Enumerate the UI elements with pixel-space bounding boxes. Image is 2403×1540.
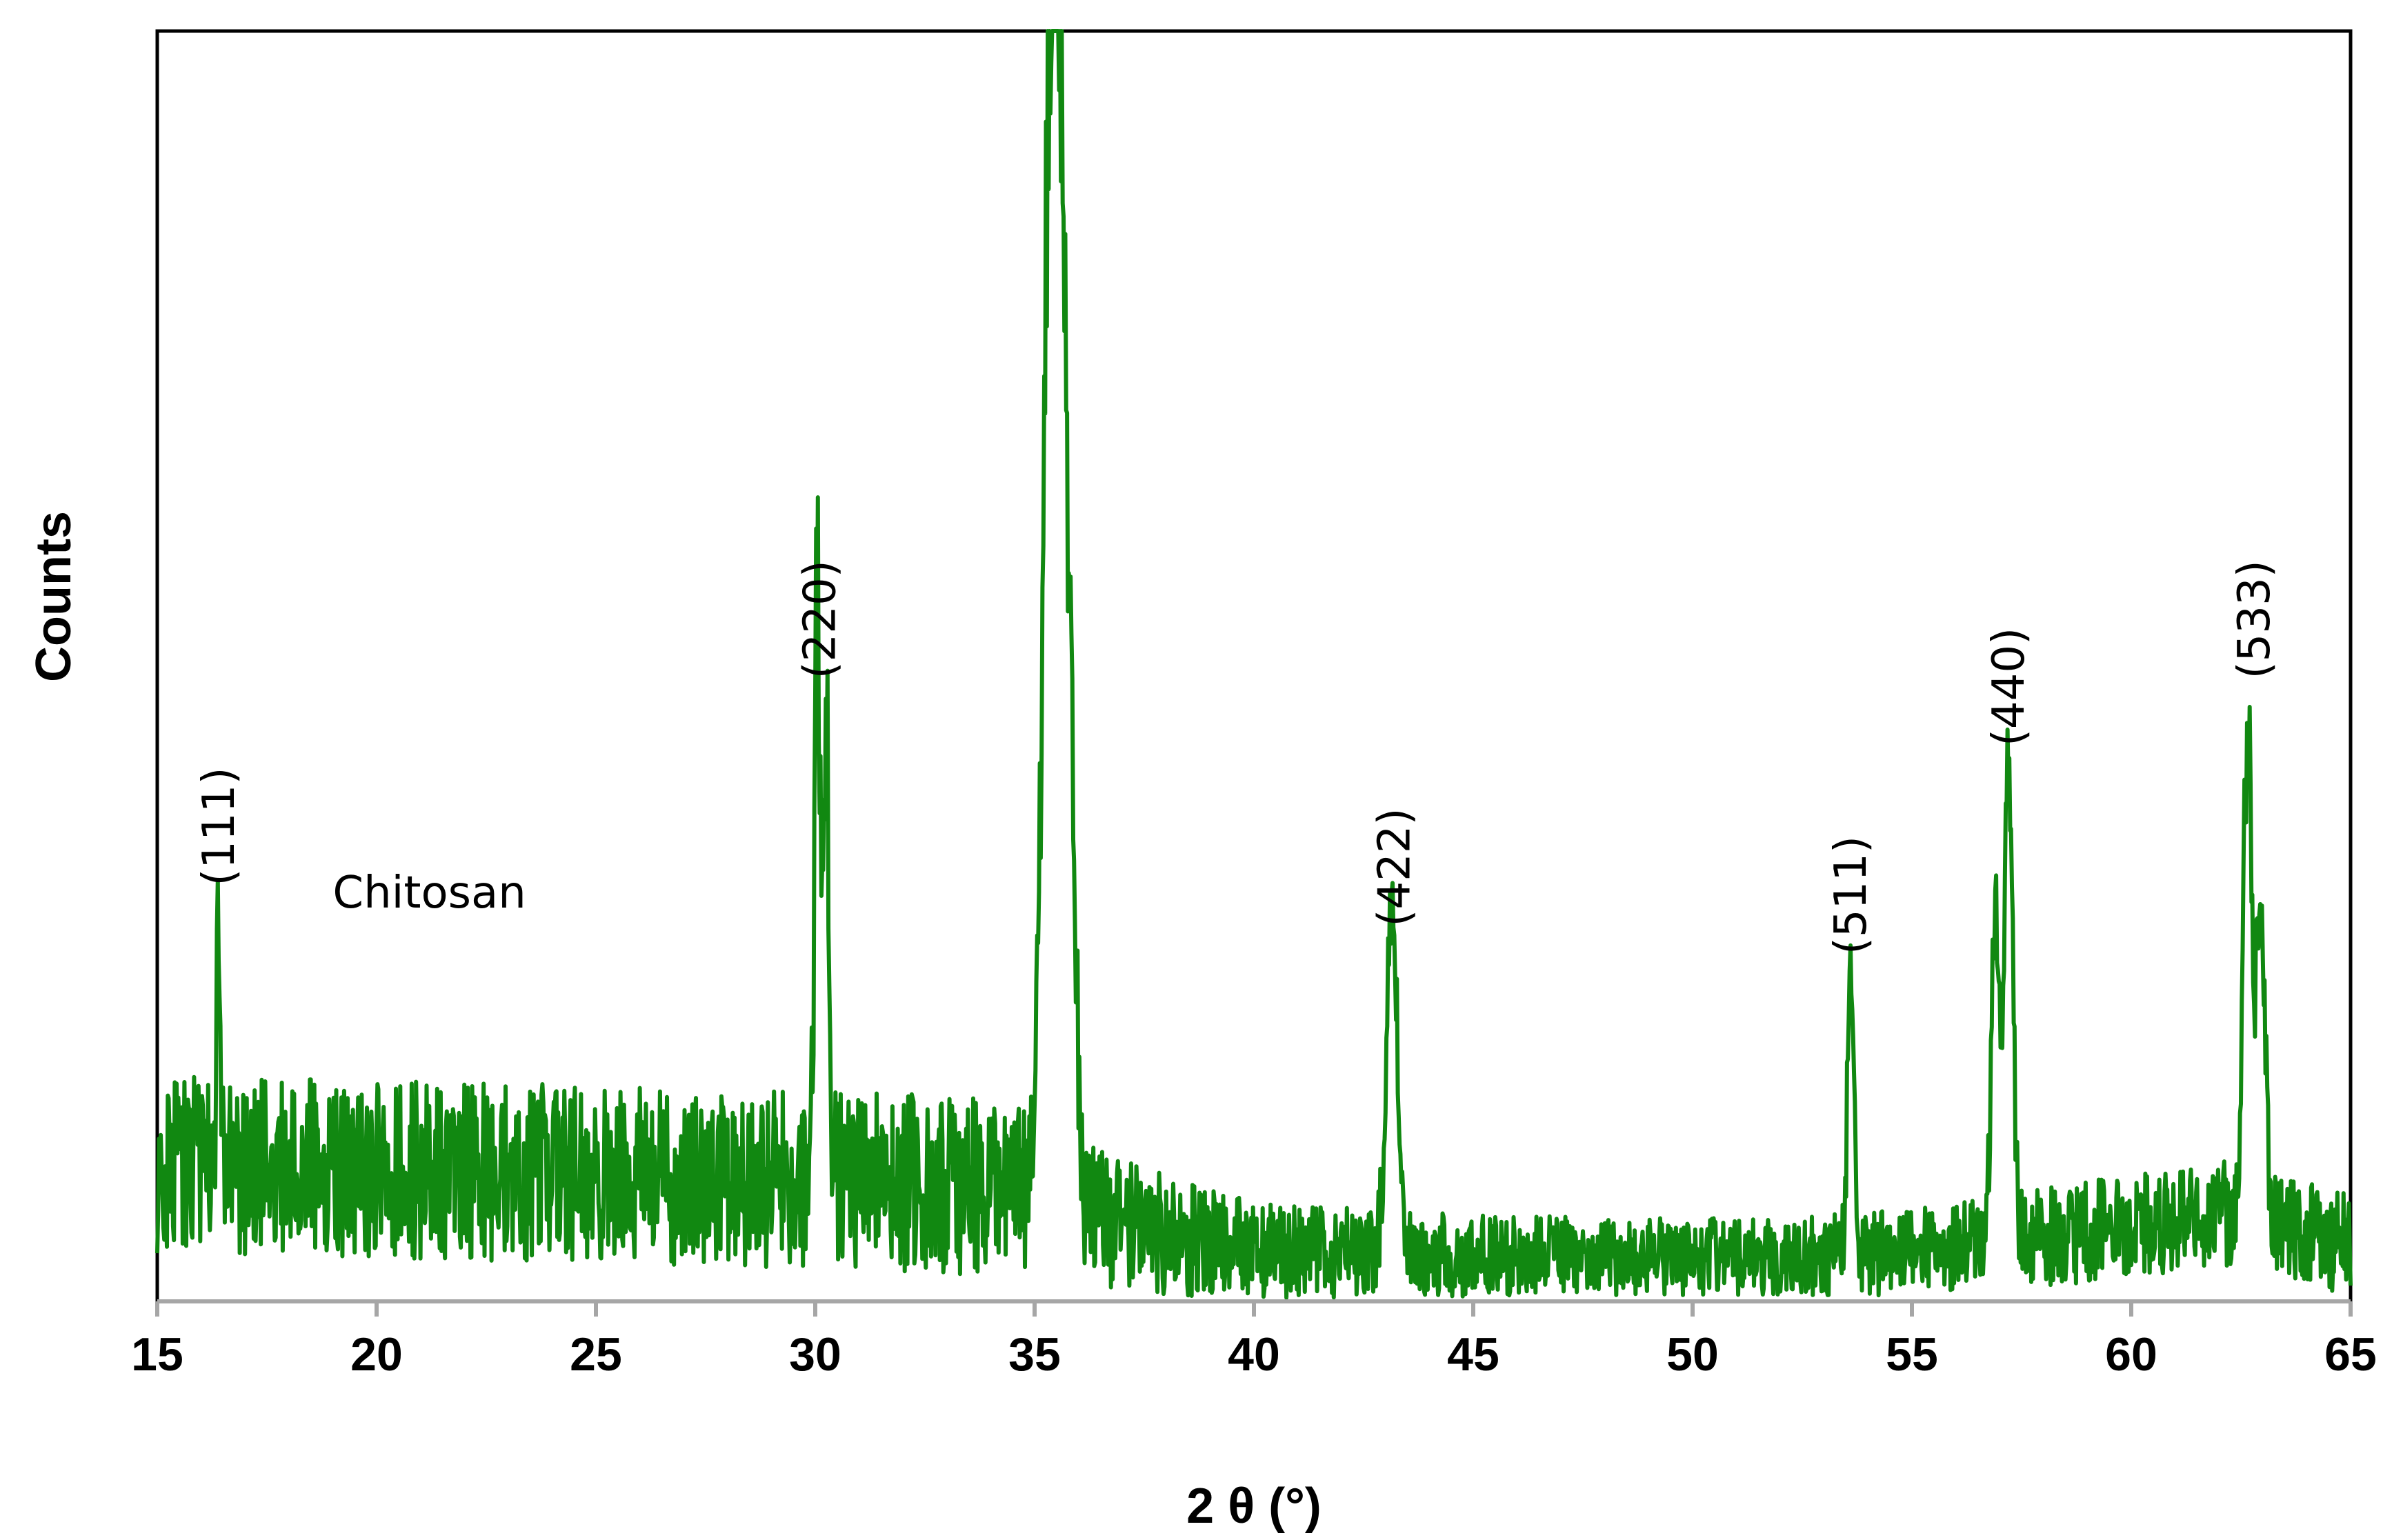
x-tick-label: 20 [350, 1328, 403, 1381]
y-axis-title: Counts [26, 511, 81, 682]
x-tick-label: 55 [1886, 1328, 1938, 1381]
x-tick-label: 60 [2105, 1328, 2157, 1381]
series-line [155, 29, 2353, 1300]
x-tick-label: 45 [1447, 1328, 1499, 1381]
x-tick-label: 15 [131, 1328, 183, 1381]
peak-label: (533) [2229, 560, 2280, 679]
x-tick-label: 50 [1666, 1328, 1719, 1381]
x-axis-ticks: 15 20 25 30 35 40 45 50 55 60 65 [131, 1301, 2377, 1381]
peak-label: (111) [194, 768, 245, 886]
peak-label: (511) [1826, 836, 1877, 954]
peak-annotations: Chitosan(111)(220)(400)(422)(511)(440)(5… [194, 560, 2280, 954]
x-tick-label: 25 [570, 1328, 622, 1381]
x-tick-label: 65 [2324, 1328, 2377, 1381]
peak-label: (440) [1984, 628, 2035, 746]
peak-label: (422) [1370, 808, 1421, 927]
x-tick-label: 40 [1228, 1328, 1280, 1381]
x-tick-label: 30 [789, 1328, 841, 1381]
peak-label: (220) [795, 560, 846, 679]
x-axis-title: 2 θ (°) [1186, 1479, 1322, 1534]
x-tick-label: 35 [1008, 1328, 1061, 1381]
series-label: Chitosan [332, 868, 526, 919]
